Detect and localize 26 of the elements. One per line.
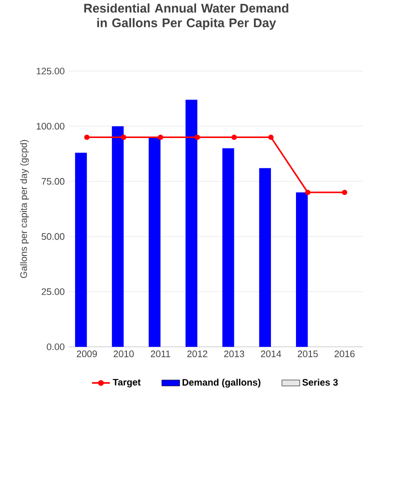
bar (296, 192, 308, 347)
bar (148, 137, 160, 347)
y-tick-label: 50.00 (42, 233, 64, 240)
bar (74, 152, 87, 347)
y-tick-label: 0.00 (46, 343, 64, 350)
bar (112, 126, 124, 347)
x-tick-label: 2015 (298, 350, 318, 358)
bar (185, 100, 198, 347)
x-tick-label: 2012 (187, 350, 208, 358)
x-tick-label: 2013 (224, 350, 244, 358)
bar (222, 148, 234, 347)
x-tick-label: 2010 (114, 350, 134, 358)
legend-label: Series 3 (302, 378, 338, 386)
x-tick-label: 2009 (76, 350, 97, 358)
chart-title: Residential Annual Water Demand in Gallons Per Capita Per Day (84, 3, 288, 30)
x-tick-label: 2014 (260, 350, 282, 358)
bar (259, 168, 271, 347)
y-axis-title: Gallons per capita per day (gcpd) (20, 140, 29, 278)
x-tick-label: 2011 (150, 350, 170, 358)
legend-label: Demand (gallons) (182, 378, 260, 388)
y-tick-label: 100.00 (36, 122, 64, 130)
y-tick-label: 75.00 (42, 178, 64, 185)
y-tick-label: 25.00 (42, 288, 64, 295)
legend-label: Target (112, 378, 141, 388)
y-tick-label: 125.00 (36, 68, 64, 74)
x-tick-label: 2016 (334, 350, 355, 358)
